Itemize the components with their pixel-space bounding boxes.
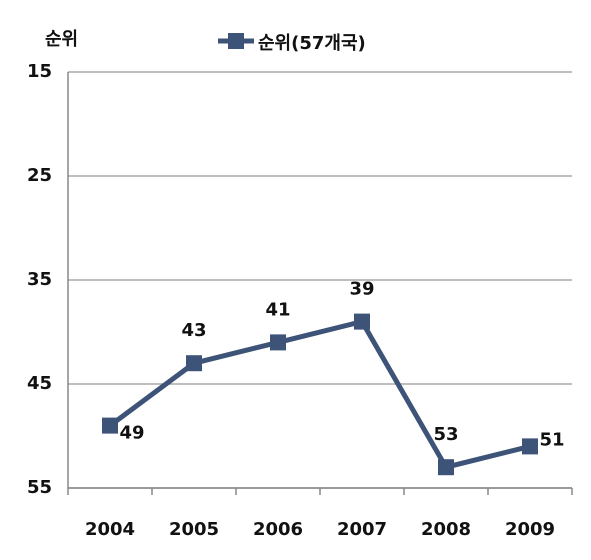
data-label: 39 [349,279,374,300]
y-tick-label: 45 [27,373,52,394]
marker [438,459,454,476]
x-tick-label: 2008 [421,519,471,540]
marker [102,417,118,434]
legend-marker [228,33,244,49]
x-tick-label: 2005 [169,519,219,540]
marker [522,438,538,455]
series-line [108,318,531,471]
data-label: 53 [433,424,458,445]
x-tick-label: 2007 [337,519,387,540]
data-label: 41 [265,299,290,320]
marker [270,334,286,351]
y-axis-title: 순위 [45,29,78,50]
y-tick-label: 55 [27,477,52,498]
y-tick-label: 25 [27,165,52,186]
data-label: 49 [119,423,144,444]
marker [354,313,370,330]
data-label: 51 [539,429,564,450]
legend-label: 순위(57개국) [258,33,366,54]
y-tick-label: 35 [27,269,52,290]
x-tick-label: 2006 [253,519,303,540]
x-tick-label: 2009 [505,519,555,540]
data-label: 43 [181,320,206,341]
y-tick-label: 15 [27,61,52,82]
x-tick-label: 2004 [85,519,135,540]
marker [186,355,202,372]
